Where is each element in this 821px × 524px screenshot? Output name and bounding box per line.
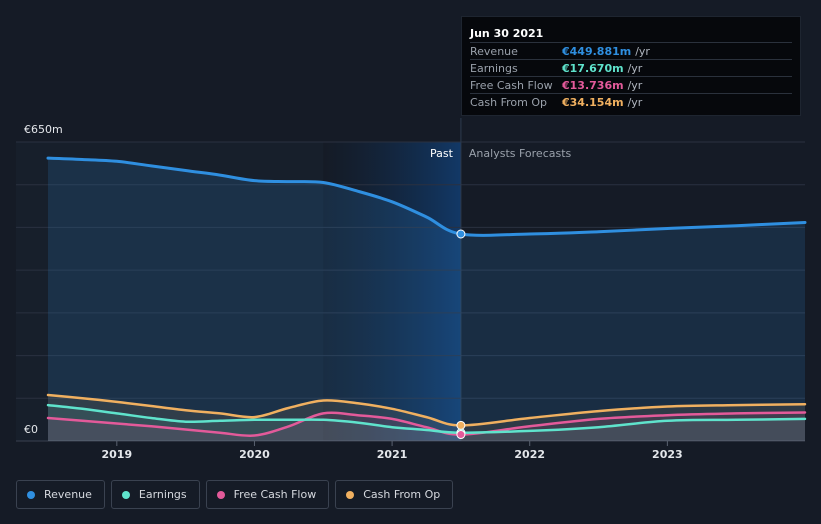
series-area-earnings [48,405,805,441]
tooltip-unit: /yr [627,79,643,92]
series-line-earnings [46,403,807,434]
x-tick-label: 2022 [514,448,545,461]
tooltip-row-revenue: Revenue €449.881m /yr [470,42,792,59]
x-tick-label: 2020 [239,448,270,461]
x-tick-label: 2021 [377,448,408,461]
legend-label: Free Cash Flow [233,488,317,501]
legend-item-revenue[interactable]: Revenue [16,480,105,509]
tooltip-label: Free Cash Flow [470,79,553,92]
legend-dot-icon [27,490,35,499]
legend-label: Revenue [44,488,92,501]
past-highlight-band [323,142,461,441]
tooltip-value: €13.736m [562,79,624,92]
tooltip-value: €449.881m [562,45,632,58]
forecast-label: Analysts Forecasts [469,147,572,160]
tooltip-unit: /yr [627,62,643,75]
series-area-free-cash-flow [48,412,805,441]
series-line-cash-from-op [46,393,807,427]
past-label: Past [430,147,454,160]
legend-label: Earnings [138,488,187,501]
tooltip-unit: /yr [635,45,650,58]
tooltip: Jun 30 2021 Revenue €449.881m /yr Earnin… [461,16,801,116]
tooltip-date: Jun 30 2021 [470,27,544,40]
data-point-revenue [456,229,466,239]
tooltip-label: Cash From Op [470,96,548,109]
x-tick-label: 2019 [102,448,133,461]
legend-dot-icon [216,490,225,499]
legend-item-cash-from-op[interactable]: Cash From Op [335,480,454,509]
legend-dot-icon [121,490,130,499]
y-bottom-label: €0 [24,423,38,436]
legend-item-free-cash-flow[interactable]: Free Cash Flow [205,480,330,509]
tooltip-row-free-cash-flow: Free Cash Flow €13.736m /yr [470,76,792,93]
y-top-label: €650m [24,123,63,136]
tooltip-label: Revenue [470,45,518,58]
series-line-free-cash-flow [46,411,807,437]
legend-item-earnings[interactable]: Earnings [110,480,200,509]
tooltip-value: €17.670m [562,62,624,75]
tooltip-row-earnings: Earnings €17.670m /yr [470,59,792,76]
data-point-cash-from-op [456,420,466,430]
data-point-free-cash-flow [456,430,466,440]
tooltip-label: Earnings [470,62,518,75]
tooltip-value: €34.154m [562,96,624,109]
x-tick-label: 2023 [652,448,683,461]
legend: Revenue Earnings Free Cash Flow Cash Fro… [16,480,454,509]
series-area-revenue [48,158,805,441]
series-line-revenue [46,156,807,237]
legend-label: Cash From Op [363,488,441,501]
past-region [16,142,324,441]
tooltip-unit: /yr [627,96,643,109]
legend-dot-icon [346,490,355,499]
tooltip-row-cash-from-op: Cash From Op €34.154m /yr [470,93,792,110]
